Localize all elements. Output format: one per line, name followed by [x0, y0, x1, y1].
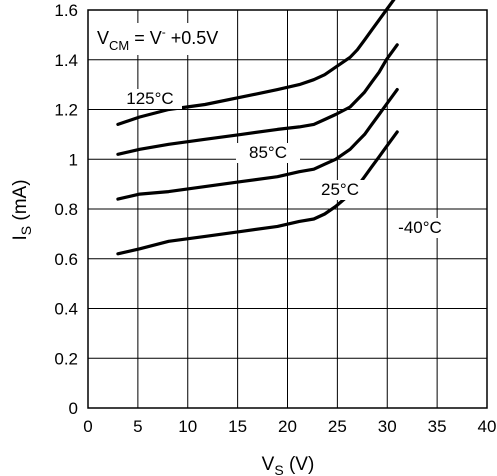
series-lines [116, 0, 399, 256]
series-labels: 125°C 85°C 25°C -40°C [118, 89, 452, 238]
condition-annotation: VCM = V- +0.5V [97, 25, 218, 53]
series-label: -40°C [398, 218, 442, 237]
x-axis-label: VS (V) [262, 454, 315, 476]
x-axis-label-main: V [262, 454, 275, 475]
condition-sup: - [162, 25, 166, 39]
y-tick-label: 0 [69, 399, 78, 418]
series-label-bg [118, 89, 182, 109]
x-axis-label-unit: (V) [284, 454, 315, 475]
y-tick-label: 0.4 [54, 300, 78, 319]
x-tick-label: 40 [478, 417, 497, 436]
x-tick-label: 0 [83, 417, 92, 436]
condition-eq: = V [129, 28, 162, 48]
y-tick-label: 1 [69, 150, 78, 169]
y-axis-label-main: I [10, 235, 31, 240]
y-axis-label-sub: S [18, 226, 34, 235]
y-tick-label: 1.2 [54, 101, 78, 120]
x-tick-label: 20 [278, 417, 297, 436]
condition-annotation-bg [93, 23, 223, 55]
condition-sub: CM [109, 38, 129, 53]
series-line [116, 0, 396, 127]
y-axis-label-unit: (mA) [10, 179, 31, 225]
series-label: 85°C [249, 143, 287, 162]
x-tick-labels: 0 5 10 15 20 25 30 35 40 [83, 417, 496, 436]
x-axis-label-sub: S [274, 462, 283, 476]
y-tick-label: 1.6 [54, 1, 78, 20]
x-tick-label: 35 [428, 417, 447, 436]
series-line [116, 87, 399, 201]
x-tick-label: 15 [228, 417, 247, 436]
condition-tail: +0.5V [166, 28, 219, 48]
series-label-bg [388, 218, 452, 238]
y-axis-label: IS (mA) [10, 179, 34, 240]
y-tick-label: 0.6 [54, 250, 78, 269]
y-tick-label: 0.2 [54, 349, 78, 368]
grid-lines [87, 9, 488, 409]
x-tick-label: 5 [133, 417, 142, 436]
x-tick-label: 10 [178, 417, 197, 436]
plot-frame [87, 9, 488, 409]
series-label: 125°C [126, 89, 173, 108]
x-tick-label: 25 [328, 417, 347, 436]
series-label: 25°C [321, 180, 359, 199]
y-tick-label: 0.8 [54, 200, 78, 219]
condition-main: V [97, 28, 109, 48]
series-line [116, 43, 399, 156]
y-tick-label: 1.4 [54, 51, 78, 70]
y-tick-labels: 0 0.2 0.4 0.6 0.8 1 1.2 1.4 1.6 [54, 1, 78, 418]
series-line [116, 130, 399, 256]
x-tick-label: 30 [378, 417, 397, 436]
series-label-bg [308, 180, 372, 200]
series-label-bg [236, 143, 300, 163]
